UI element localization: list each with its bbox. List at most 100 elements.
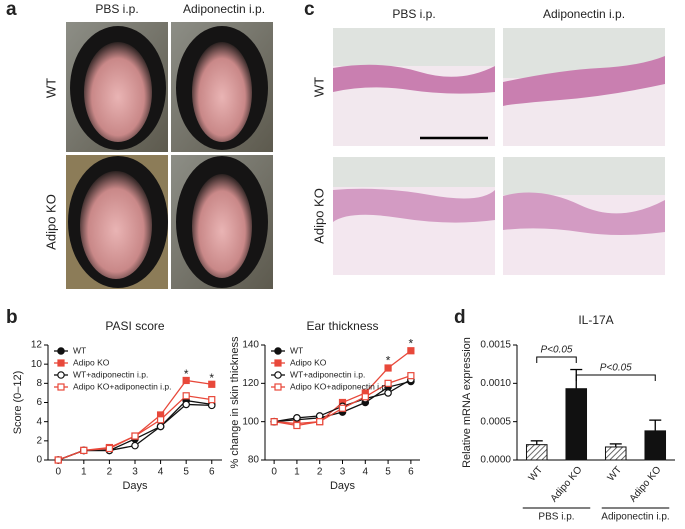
annotation: * [184, 367, 189, 381]
legend-marker [274, 347, 282, 355]
legend-label: Adipo KO [290, 357, 327, 367]
marker [407, 372, 415, 380]
annotation: * [209, 371, 214, 385]
legend-marker [274, 383, 282, 391]
y-tick-label: 0.0010 [480, 378, 511, 389]
y-tick-label: 120 [242, 378, 259, 389]
significance-label: P<0.05 [600, 363, 632, 374]
marker [338, 404, 347, 412]
y-tick-label: 0.0000 [480, 455, 511, 466]
marker [182, 392, 190, 400]
row-label: Adipo KO [43, 194, 58, 250]
row-label: WT [43, 78, 58, 98]
x-tick-label: WT [527, 465, 545, 484]
marker [208, 380, 216, 388]
x-axis-label: Days [122, 480, 148, 492]
significance-bracket [575, 374, 656, 381]
chart-title: Ear thickness [306, 319, 378, 333]
legend-label: WT [290, 345, 303, 355]
panel-label: c [304, 0, 315, 20]
x-tick-label: 1 [294, 467, 300, 478]
marker [293, 414, 301, 422]
y-tick-label: 2 [36, 435, 42, 446]
marker [208, 396, 216, 404]
y-tick-label: 8 [36, 378, 42, 389]
mouse-photos [66, 22, 273, 289]
legend-label: WT+adiponectin i.p. [290, 369, 365, 379]
x-tick-label: 2 [317, 467, 323, 478]
x-tick-label: 0 [271, 467, 277, 478]
x-tick-label: 4 [363, 467, 369, 478]
marker [131, 432, 139, 440]
annotation: * [386, 354, 391, 368]
marker [131, 441, 139, 450]
legend-marker [57, 383, 65, 391]
panel-label: a [6, 0, 17, 20]
marker [182, 376, 190, 385]
x-tick-label: 6 [209, 467, 215, 478]
x-tick-label: Adipo KO [628, 464, 664, 504]
x-tick-label: 4 [158, 467, 164, 478]
x-tick-label: 2 [107, 467, 113, 478]
x-tick-label: 5 [183, 467, 189, 478]
annotation: * [409, 336, 414, 350]
y-tick-label: 6 [36, 397, 42, 408]
x-tick-label: 1 [81, 467, 87, 478]
marker [105, 444, 114, 453]
marker [384, 364, 392, 372]
legend-label: WT [73, 345, 86, 355]
marker [54, 456, 62, 464]
column-label: Adiponectin i.p. [543, 7, 625, 21]
legend-label: Adipo KO [73, 357, 110, 367]
bar [604, 446, 627, 461]
group-label: Adiponectin i.p. [601, 512, 669, 523]
row-label: Adipo KO [311, 188, 326, 244]
legend-marker [57, 347, 65, 355]
marker [182, 400, 190, 409]
marker [293, 421, 301, 430]
bar [565, 388, 588, 461]
x-tick-label: 3 [340, 467, 346, 478]
x-tick-label: Adipo KO [549, 464, 585, 504]
panel-label: d [454, 307, 466, 328]
histology-images [333, 28, 665, 275]
legend-marker [57, 359, 65, 367]
row-label: WT [311, 77, 326, 97]
y-tick-label: 0.0005 [480, 416, 511, 427]
legend-marker [274, 359, 282, 367]
x-tick-label: WT [606, 465, 624, 484]
marker [384, 389, 392, 397]
column-label: PBS i.p. [392, 7, 435, 21]
x-tick-label: 0 [55, 467, 61, 478]
marker [361, 393, 369, 401]
marker [407, 347, 415, 355]
y-axis-label: % change in skin thickness [229, 336, 241, 469]
y-tick-label: 10 [31, 359, 43, 370]
marker [270, 418, 278, 426]
marker [80, 446, 88, 455]
x-axis-label: Days [330, 480, 356, 492]
marker [156, 416, 165, 424]
marker [384, 379, 392, 387]
column-label: Adiponectin i.p. [183, 2, 265, 16]
legend-label: WT+adiponectin i.p. [73, 369, 148, 379]
x-tick-label: 6 [408, 467, 414, 478]
column-label: PBS i.p. [95, 2, 138, 16]
bar [525, 444, 548, 461]
legend-marker [57, 371, 65, 379]
y-tick-label: 0 [36, 455, 42, 466]
x-tick-label: 3 [132, 467, 138, 478]
y-tick-label: 100 [242, 416, 259, 427]
panel-label: b [6, 307, 18, 328]
bar [644, 430, 667, 461]
marker [316, 418, 324, 426]
marker [156, 422, 165, 431]
y-tick-label: 4 [36, 416, 42, 427]
chart-title: IL-17A [578, 313, 613, 327]
significance-bracket [536, 356, 577, 363]
legend-label: Adipo KO+adiponectin i.p. [73, 381, 172, 391]
significance-label: P<0.05 [541, 345, 573, 356]
y-axis-label: Score (0–12) [12, 371, 24, 435]
chart-title: PASI score [105, 319, 164, 333]
